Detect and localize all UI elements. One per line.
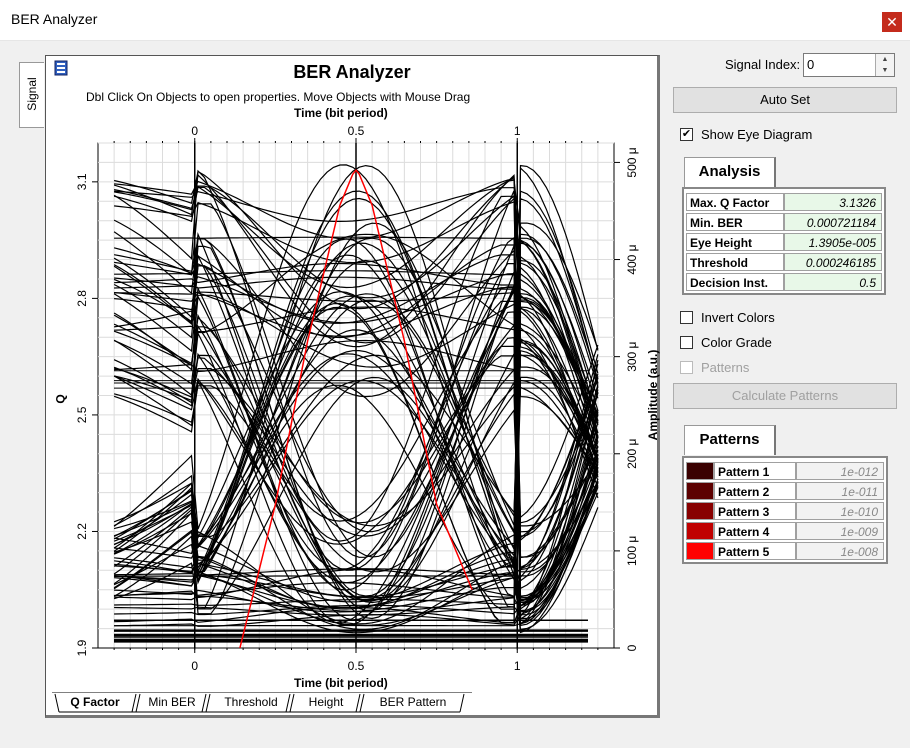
color-grade-checkbox[interactable] <box>680 336 693 349</box>
bottom-tab-outline <box>52 692 472 713</box>
amplitude-tick-label: 300 μ <box>625 341 639 371</box>
eye-trace <box>114 306 599 422</box>
close-button[interactable]: ✕ <box>882 12 902 32</box>
spin-down-icon[interactable]: ▼ <box>881 67 889 74</box>
pattern-3-swatch[interactable] <box>686 502 714 520</box>
eye-trace <box>114 187 599 434</box>
tab-threshold[interactable]: Threshold <box>224 695 278 709</box>
eye-trace <box>113 244 599 488</box>
color-grade-label: Color Grade <box>701 335 772 350</box>
x-tick-label-bottom: 0 <box>191 659 198 673</box>
calculate-patterns-button: Calculate Patterns <box>673 383 897 409</box>
auto-set-button[interactable]: Auto Set <box>673 87 897 113</box>
signal-index-spinner[interactable]: 0 ▲ ▼ <box>803 53 895 77</box>
q-tick-label: 3.1 <box>75 173 89 190</box>
amplitude-tick-label: 500 μ <box>625 147 639 177</box>
y-axis-label-right: Amplitude (a.u.) <box>646 349 660 441</box>
eye-traces <box>113 164 599 643</box>
tab-signal[interactable]: Signal <box>19 62 44 128</box>
amplitude-tick-label: 400 μ <box>625 244 639 274</box>
eye-trace <box>114 201 599 417</box>
analysis-table: Max. Q Factor 3.1326 Min. BER 0.000721184 … <box>682 187 886 295</box>
patterns-checkbox-label: Patterns <box>701 360 750 375</box>
tab-patterns[interactable]: Patterns <box>684 425 776 455</box>
pattern-1-swatch[interactable] <box>686 462 714 480</box>
amplitude-tick-label: 200 μ <box>625 439 639 469</box>
tab-ber-pattern[interactable]: BER Pattern <box>379 695 447 709</box>
eye-trace <box>113 238 599 476</box>
signal-index-label: Signal Index: <box>725 57 801 72</box>
x-tick-label-bottom: 0.5 <box>348 659 365 673</box>
eye-trace <box>114 482 599 598</box>
q-tick-label: 2.2 <box>75 523 89 540</box>
eye-trace <box>113 381 599 601</box>
tab-analysis[interactable]: Analysis <box>684 157 776 187</box>
axis-ticks: 0 0 0.5 0.5 1 1 1.9 2.2 2.5 2.8 3.1 0 100 μ 200 μ 300 … <box>75 124 639 673</box>
invert-colors-checkbox[interactable] <box>680 311 693 324</box>
chart-title: BER Analyzer <box>293 62 411 82</box>
eye-trace <box>114 464 599 627</box>
close-icon: ✕ <box>886 14 898 30</box>
x-tick-label-top: 1 <box>514 124 521 138</box>
show-eye-checkbox[interactable]: ✔ <box>680 128 693 141</box>
q-tick-label: 1.9 <box>75 639 89 656</box>
spin-up-icon[interactable]: ▲ <box>881 56 889 63</box>
y-axis-label-left: Q <box>53 394 68 404</box>
eye-trace <box>114 461 599 603</box>
signal-index-value[interactable]: 0 <box>807 57 815 72</box>
show-eye-label: Show Eye Diagram <box>701 127 813 142</box>
patterns-checkbox <box>680 361 693 374</box>
q-factor-line <box>239 169 473 649</box>
q-factor-series <box>239 169 473 649</box>
tab-q-factor[interactable]: Q Factor <box>70 695 120 709</box>
pattern-4-swatch[interactable] <box>686 522 714 540</box>
patterns-table: Pattern 1 1e-012 Pattern 2 1e-011 Pattern … <box>682 456 888 564</box>
eye-trace <box>114 453 599 577</box>
x-tick-label-bottom: 1 <box>514 659 521 673</box>
tab-height[interactable]: Height <box>308 695 344 709</box>
eye-trace <box>113 353 599 560</box>
q-tick-label: 2.5 <box>75 406 89 423</box>
pattern-2-swatch[interactable] <box>686 482 714 500</box>
pattern-5-swatch[interactable] <box>686 542 714 560</box>
x-tick-label-top: 0 <box>191 124 198 138</box>
amplitude-tick-label: 100 μ <box>625 536 639 566</box>
invert-colors-label: Invert Colors <box>701 310 775 325</box>
x-axis-label-bottom: Time (bit period) <box>294 676 388 690</box>
amplitude-tick-label: 0 <box>625 644 639 651</box>
window-title: BER Analyzer <box>11 11 98 27</box>
chart-subtitle: Dbl Click On Objects to open properties.… <box>86 90 471 104</box>
q-tick-label: 2.8 <box>75 290 89 307</box>
x-tick-label-top: 0.5 <box>348 124 365 138</box>
title-bar: BER Analyzer ✕ <box>0 0 910 41</box>
x-axis-label-top: Time (bit period) <box>294 106 388 120</box>
eye-trace <box>113 186 599 460</box>
tab-min-ber[interactable]: Min BER <box>148 695 196 709</box>
chart-properties-icon[interactable] <box>54 60 68 76</box>
